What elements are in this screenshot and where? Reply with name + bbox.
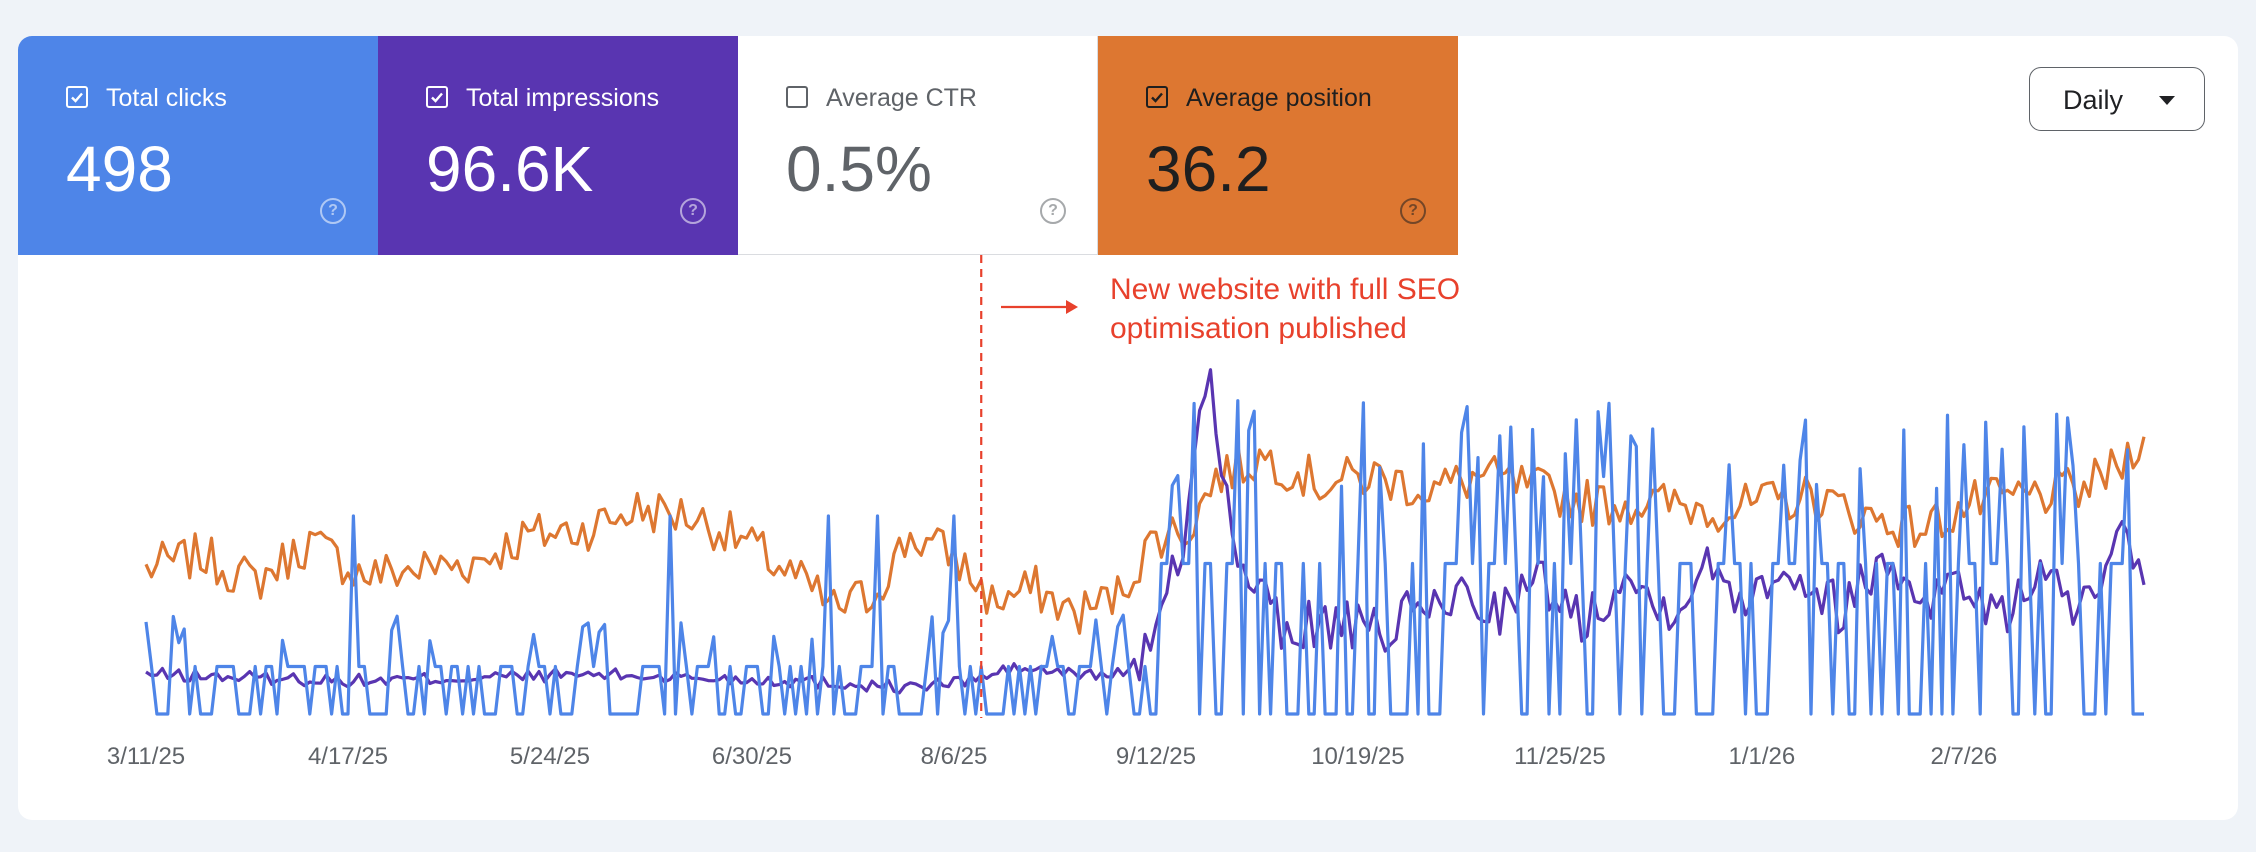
- x-tick-label: 5/24/25: [510, 743, 590, 770]
- metric-card-total-clicks[interactable]: Total clicks 498 ?: [18, 36, 378, 255]
- help-circle-icon[interactable]: ?: [320, 198, 346, 224]
- x-tick-label: 10/19/25: [1311, 743, 1404, 770]
- metric-label: Total clicks: [106, 84, 227, 112]
- granularity-dropdown[interactable]: Daily: [2029, 67, 2205, 131]
- checkbox-icon[interactable]: [786, 86, 808, 108]
- checkbox-icon[interactable]: [1146, 86, 1168, 108]
- metric-value: 96.6K: [426, 133, 594, 205]
- performance-chart: New website with full SEO optimisation pu…: [107, 255, 2146, 770]
- granularity-label: Daily: [2063, 85, 2124, 115]
- metric-value: 36.2: [1146, 133, 1271, 205]
- help-circle-icon[interactable]: ?: [1400, 198, 1426, 224]
- x-tick-label: 2/7/26: [1930, 743, 1997, 770]
- series-line-total-impressions: [145, 368, 2146, 695]
- metric-label: Total impressions: [466, 84, 660, 112]
- metric-value: 0.5%: [786, 133, 932, 205]
- series-line-total-clicks: [144, 399, 2144, 716]
- metric-label: Average CTR: [826, 84, 977, 112]
- checkbox-icon[interactable]: [426, 86, 448, 108]
- caret-down-icon: [2159, 96, 2175, 105]
- metric-label: Average position: [1186, 84, 1372, 112]
- annotation-text-line1: New website with full SEO: [1110, 273, 1460, 306]
- x-tick-label: 3/11/25: [107, 743, 185, 770]
- checkbox-icon[interactable]: [66, 86, 88, 108]
- metric-cards: Total clicks 498 ? Total impressions 96.…: [18, 36, 1458, 255]
- series-line-average-position: [144, 436, 2146, 635]
- annotation-text-line2: optimisation published: [1110, 312, 1407, 345]
- metric-card-average-ctr[interactable]: Average CTR 0.5% ?: [738, 36, 1098, 255]
- x-tick-label: 8/6/25: [921, 743, 988, 770]
- x-tick-label: 1/1/26: [1729, 743, 1796, 770]
- x-tick-label: 6/30/25: [712, 743, 792, 770]
- x-tick-label: 9/12/25: [1116, 743, 1196, 770]
- metric-card-average-position[interactable]: Average position 36.2 ?: [1098, 36, 1458, 255]
- help-circle-icon[interactable]: ?: [680, 198, 706, 224]
- annotation-arrow-head: [1066, 300, 1078, 314]
- x-tick-label: 4/17/25: [308, 743, 388, 770]
- help-circle-icon[interactable]: ?: [1040, 198, 1066, 224]
- metric-value: 498: [66, 133, 173, 205]
- x-tick-label: 11/25/25: [1514, 743, 1606, 770]
- performance-card: New website with full SEO optimisation pu…: [18, 36, 2238, 820]
- metric-card-total-impressions[interactable]: Total impressions 96.6K ?: [378, 36, 738, 255]
